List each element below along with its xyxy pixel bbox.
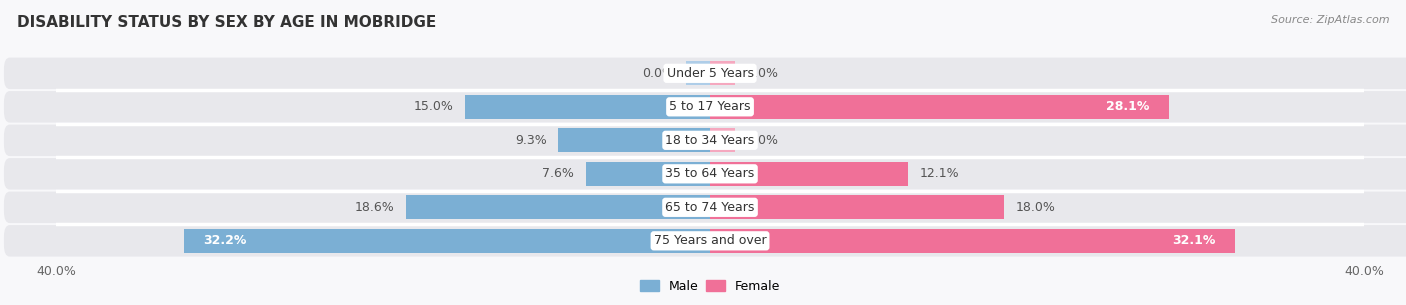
FancyBboxPatch shape [4,225,1406,257]
Text: 18.6%: 18.6% [354,201,395,214]
Bar [184,229,710,253]
Bar [686,61,710,85]
FancyBboxPatch shape [4,158,1406,190]
Bar [710,95,1170,119]
Text: Under 5 Years: Under 5 Years [666,67,754,80]
Bar [465,95,710,119]
Text: 65 to 74 Years: 65 to 74 Years [665,201,755,214]
Text: 28.1%: 28.1% [1107,100,1150,113]
Text: Source: ZipAtlas.com: Source: ZipAtlas.com [1271,15,1389,25]
Text: 32.1%: 32.1% [1171,234,1215,247]
Text: 32.2%: 32.2% [204,234,246,247]
Text: 9.3%: 9.3% [515,134,547,147]
Text: DISABILITY STATUS BY SEX BY AGE IN MOBRIDGE: DISABILITY STATUS BY SEX BY AGE IN MOBRI… [17,15,436,30]
Text: 0.0%: 0.0% [747,134,778,147]
Bar [710,61,734,85]
FancyBboxPatch shape [4,124,1406,156]
Text: 15.0%: 15.0% [413,100,453,113]
Text: 5 to 17 Years: 5 to 17 Years [669,100,751,113]
Bar [710,162,908,186]
FancyBboxPatch shape [4,192,1406,223]
FancyBboxPatch shape [4,58,1406,89]
Text: 12.1%: 12.1% [920,167,959,180]
Text: 18.0%: 18.0% [1015,201,1056,214]
Bar [558,128,710,152]
Bar [586,162,710,186]
Text: 0.0%: 0.0% [643,67,673,80]
Legend: Male, Female: Male, Female [636,275,785,298]
Bar [710,195,1004,219]
Text: 18 to 34 Years: 18 to 34 Years [665,134,755,147]
FancyBboxPatch shape [4,91,1406,123]
Text: 35 to 64 Years: 35 to 64 Years [665,167,755,180]
Bar [710,229,1234,253]
Text: 7.6%: 7.6% [543,167,575,180]
Text: 0.0%: 0.0% [747,67,778,80]
Bar [710,128,734,152]
Bar [406,195,710,219]
Text: 75 Years and over: 75 Years and over [654,234,766,247]
